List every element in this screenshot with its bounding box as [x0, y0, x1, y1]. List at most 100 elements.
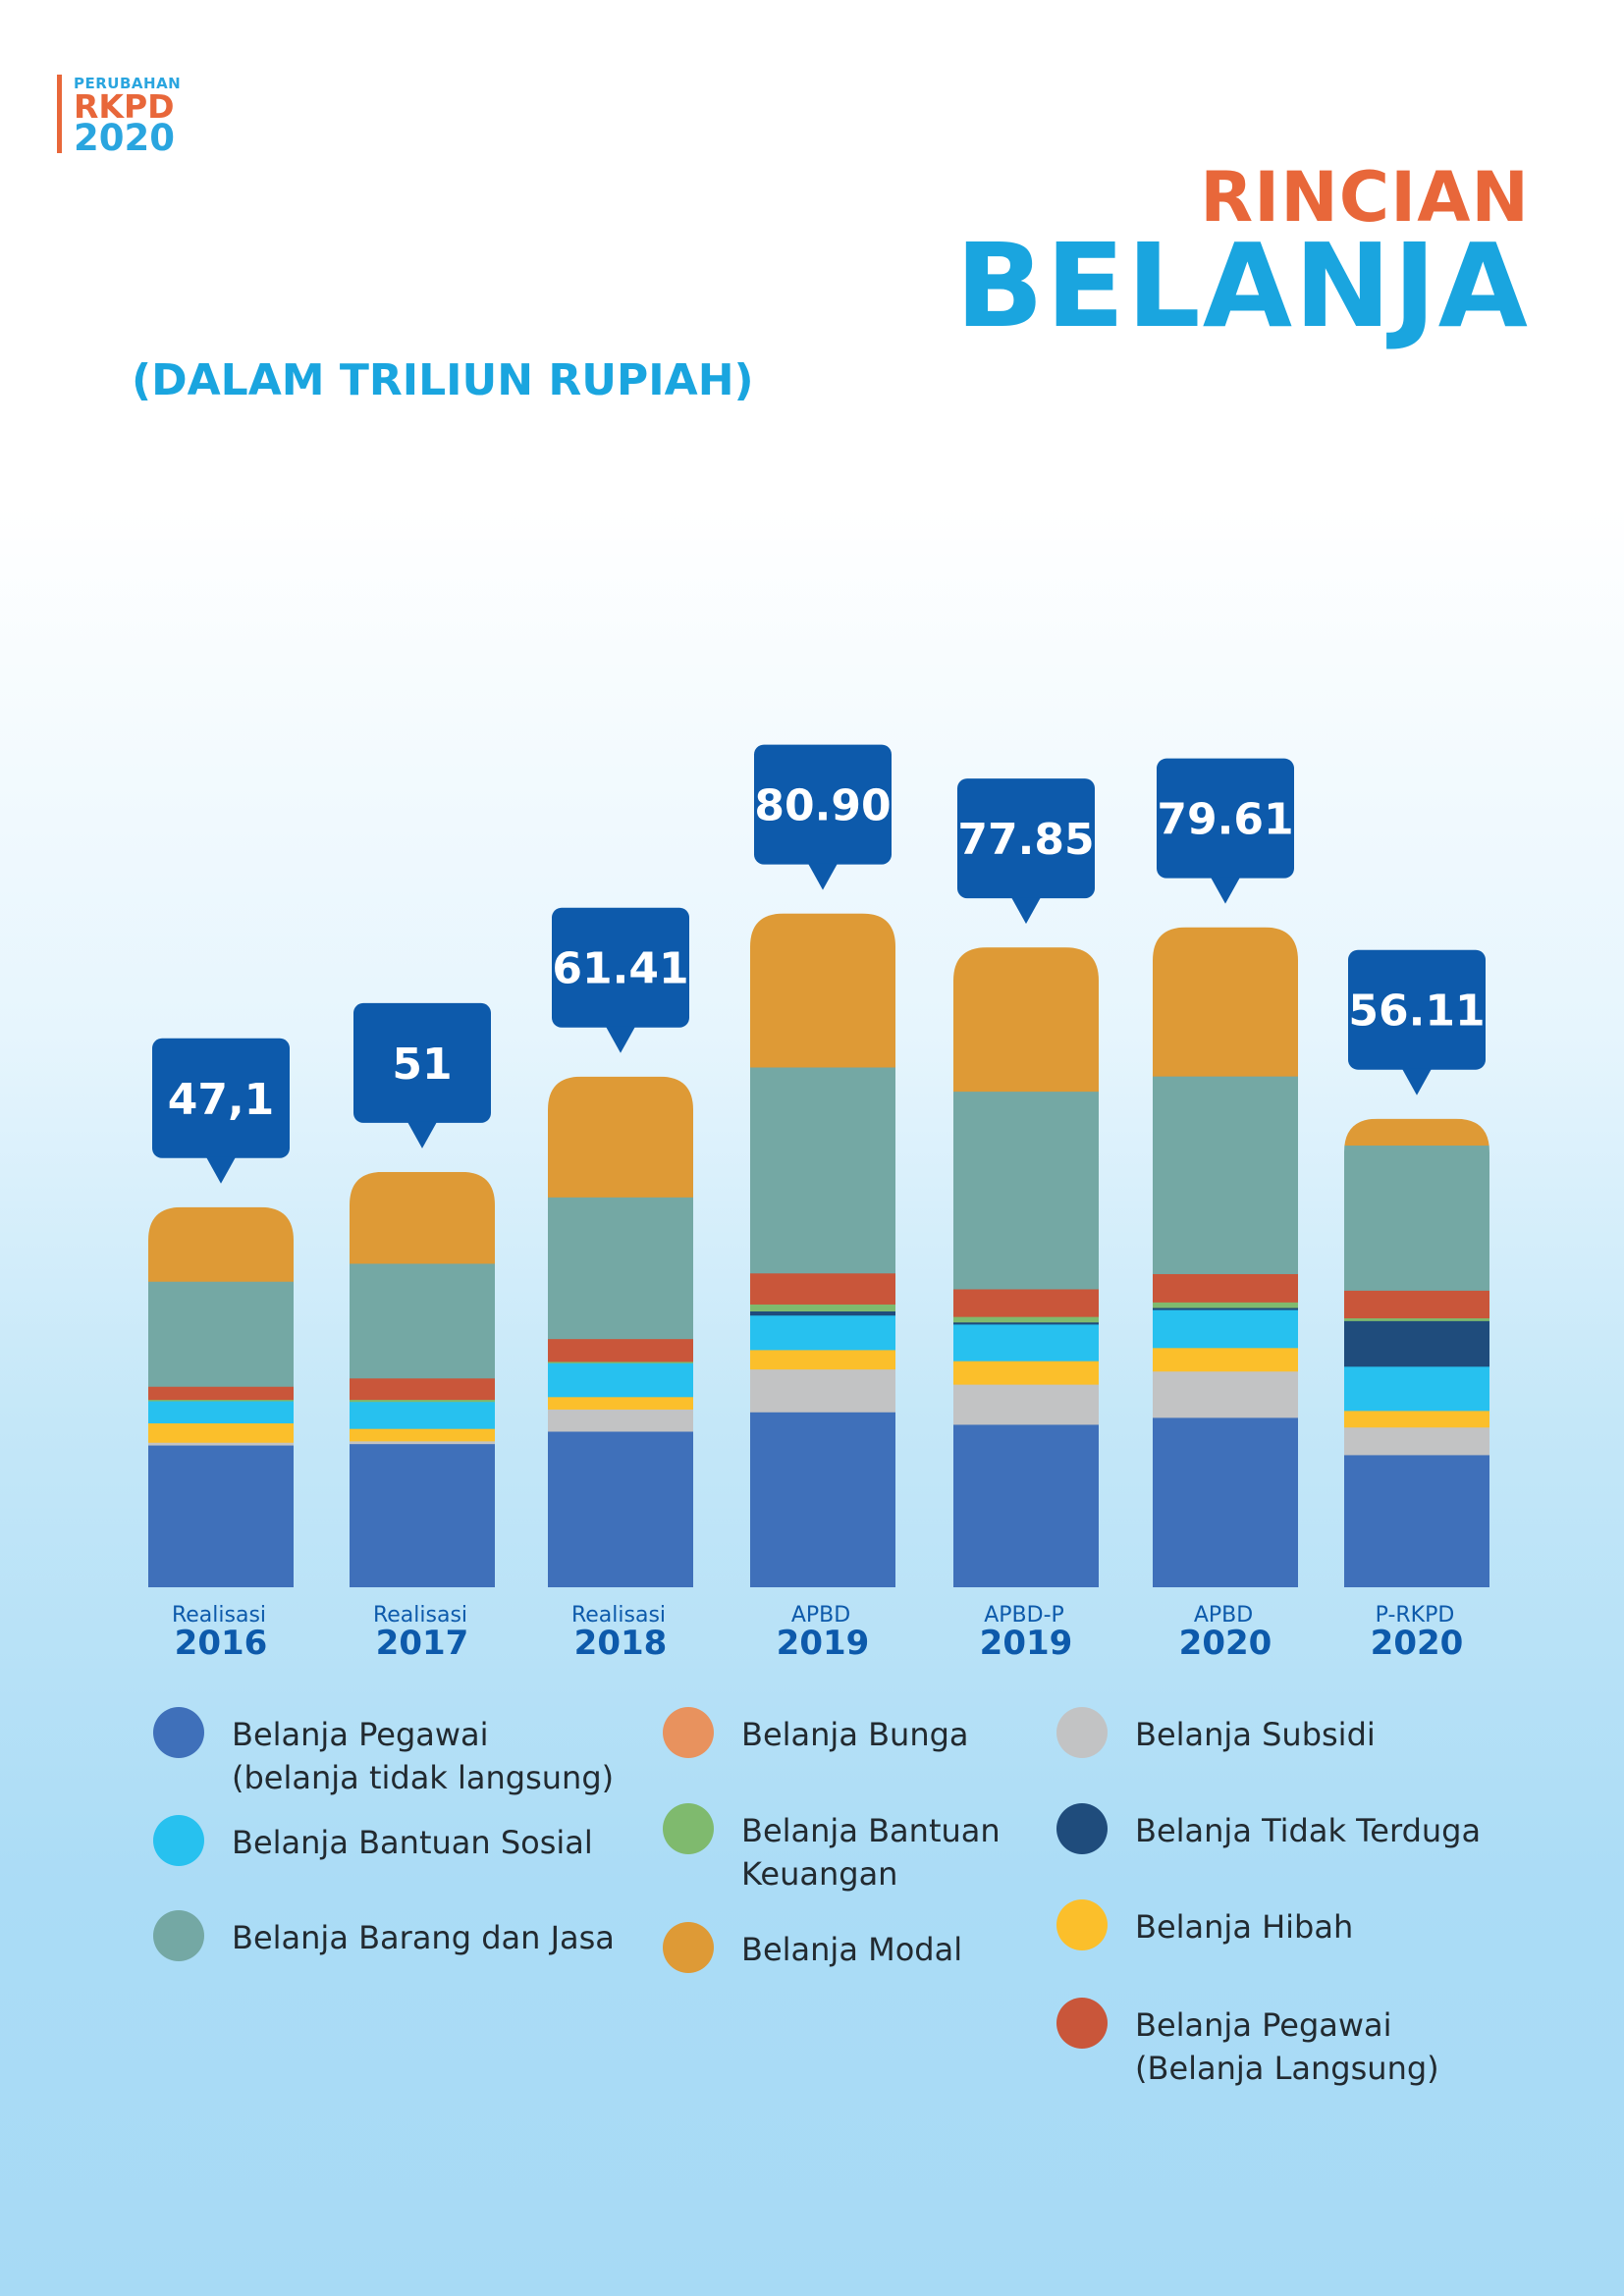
bar-segment-modal: [548, 1076, 693, 1198]
legend-swatch: [663, 1707, 714, 1758]
bar-segment-hibah: [750, 1349, 895, 1370]
total-callout: [552, 907, 689, 1028]
bar-segment-tidak-terduga: [1153, 1307, 1298, 1310]
legend-item-tidak-terduga: Belanja Tidak Terduga: [1056, 1803, 1482, 1854]
bar-segment-subsidi: [750, 1368, 895, 1413]
bar-segment-modal: [1153, 927, 1298, 1077]
total-callout: [353, 1002, 491, 1123]
legend-item-pegawai-tl: Belanja Pegawai (belanja tidak langsung): [153, 1707, 615, 1799]
total-value-label: 77.85: [957, 815, 1094, 865]
bar-segment-subsidi: [548, 1409, 693, 1432]
logo-line-1: PERUBAHAN: [74, 75, 182, 92]
bar-segment-pegawai-l: [750, 1272, 895, 1305]
legend-swatch: [1056, 1803, 1108, 1854]
bar-segment-bantuan-keuangan: [953, 1316, 1099, 1323]
total-callout: [152, 1038, 290, 1158]
bar-stack: [1344, 1118, 1489, 1587]
logo-line-3: 2020: [74, 117, 175, 159]
bar-segment-pegawai-tl: [1344, 1454, 1489, 1587]
bar-segment-pegawai-l: [1153, 1273, 1298, 1303]
legend-item-barang-jasa: Belanja Barang dan Jasa: [153, 1910, 615, 1961]
callout-pointer: [1402, 1068, 1432, 1095]
bar-segment-bantuan-keuangan: [1344, 1317, 1489, 1321]
legend-swatch: [153, 1707, 204, 1758]
category-label: Realisasi: [571, 1603, 666, 1628]
bar-segment-pegawai-tl: [1153, 1416, 1298, 1587]
bar-segment-bantuan-keuangan: [750, 1304, 895, 1311]
legend-item-subsidi: Belanja Subsidi: [1056, 1707, 1376, 1758]
bar-segment-hibah: [953, 1361, 1099, 1385]
bar-segment-subsidi: [1153, 1370, 1298, 1418]
total-value-label: 80.90: [754, 781, 891, 831]
category-year: 2020: [1371, 1624, 1464, 1663]
logo-line-2: RKPD: [74, 87, 175, 126]
legend-item-pegawai-l: Belanja Pegawai (Belanja Langsung): [1056, 1998, 1439, 2090]
title-top: RINCIAN: [1200, 157, 1530, 238]
legend-item-modal: Belanja Modal: [663, 1922, 962, 1973]
bar-segment-barang-jasa: [548, 1197, 693, 1340]
total-value-label: 47,1: [168, 1075, 275, 1125]
unit-label: (DALAM TRILIUN RUPIAH): [132, 355, 754, 405]
bar-segment-pegawai-tl: [548, 1430, 693, 1587]
total-callout: [1348, 949, 1486, 1070]
bar-segment-subsidi: [1344, 1426, 1489, 1456]
legend-swatch: [663, 1922, 714, 1973]
bar-segment-hibah: [148, 1422, 294, 1443]
legend-label: Belanja Bantuan Sosial: [232, 1824, 593, 1861]
bar-segment-bansos: [1153, 1308, 1298, 1349]
bar-segment-modal: [1344, 1118, 1489, 1147]
legend-label: Belanja Subsidi: [1135, 1716, 1376, 1753]
legend-swatch: [153, 1815, 204, 1866]
legend-swatch: [1056, 1899, 1108, 1950]
bar-segment-bantuan-keuangan: [548, 1361, 693, 1363]
bar-segment-hibah: [1344, 1410, 1489, 1428]
legend-swatch: [663, 1803, 714, 1854]
bar-segment-tidak-terduga: [750, 1310, 895, 1316]
category-label: APBD-P: [984, 1603, 1064, 1628]
callout-pointer: [407, 1121, 437, 1148]
callout-pointer: [808, 863, 838, 890]
bar-segment-bantuan-keuangan: [148, 1399, 294, 1402]
legend-label: Belanja Pegawai (belanja tidak langsung): [232, 1716, 615, 1796]
bar-segment-modal: [750, 913, 895, 1068]
bar-segment-pegawai-tl: [148, 1444, 294, 1587]
bar-stack: [953, 947, 1099, 1587]
bar-segment-pegawai-tl: [750, 1412, 895, 1587]
bar-segment-bansos: [953, 1323, 1099, 1362]
bar-segment-pegawai-l: [953, 1288, 1099, 1317]
bar-segment-bansos: [1344, 1365, 1489, 1412]
legend-label: Belanja Tidak Terduga: [1135, 1812, 1482, 1849]
category-year: 2016: [175, 1624, 268, 1663]
total-callout: [957, 778, 1095, 899]
stacked-bar-chart: 47,1Realisasi201651Realisasi201761.41Rea…: [148, 744, 1489, 1663]
legend-label: Belanja Pegawai (Belanja Langsung): [1135, 2006, 1439, 2087]
bar-segment-bantuan-keuangan: [350, 1399, 495, 1403]
category-year: 2020: [1179, 1624, 1272, 1663]
category-label: P-RKPD: [1376, 1603, 1455, 1628]
bar-stack: [350, 1171, 495, 1587]
bar-segment-pegawai-l: [148, 1386, 294, 1401]
bar-segment-barang-jasa: [953, 1091, 1099, 1290]
total-value-label: 79.61: [1157, 795, 1293, 845]
category-label: APBD: [1194, 1603, 1253, 1628]
bar-segment-bantuan-keuangan: [1153, 1302, 1298, 1308]
bar-segment-barang-jasa: [1153, 1076, 1298, 1274]
legend-item-hibah: Belanja Hibah: [1056, 1899, 1354, 1950]
bar-segment-barang-jasa: [350, 1262, 495, 1379]
bar-stack: [1153, 927, 1298, 1587]
legend-swatch: [153, 1910, 204, 1961]
category-label: Realisasi: [373, 1603, 467, 1628]
total-callout: [1157, 758, 1294, 879]
bar-segment-pegawai-tl: [953, 1423, 1099, 1587]
bar-stack: [750, 913, 895, 1587]
bar-segment-bansos: [350, 1401, 495, 1429]
legend-label: Belanja Bunga: [741, 1716, 969, 1753]
callout-pointer: [206, 1156, 236, 1184]
bar-segment-bansos: [750, 1314, 895, 1351]
category-year: 2019: [980, 1624, 1073, 1663]
bar-segment-hibah: [548, 1396, 693, 1410]
category-label: Realisasi: [172, 1603, 266, 1628]
bar-stack: [548, 1076, 693, 1587]
legend-label: Belanja Hibah: [1135, 1908, 1354, 1946]
